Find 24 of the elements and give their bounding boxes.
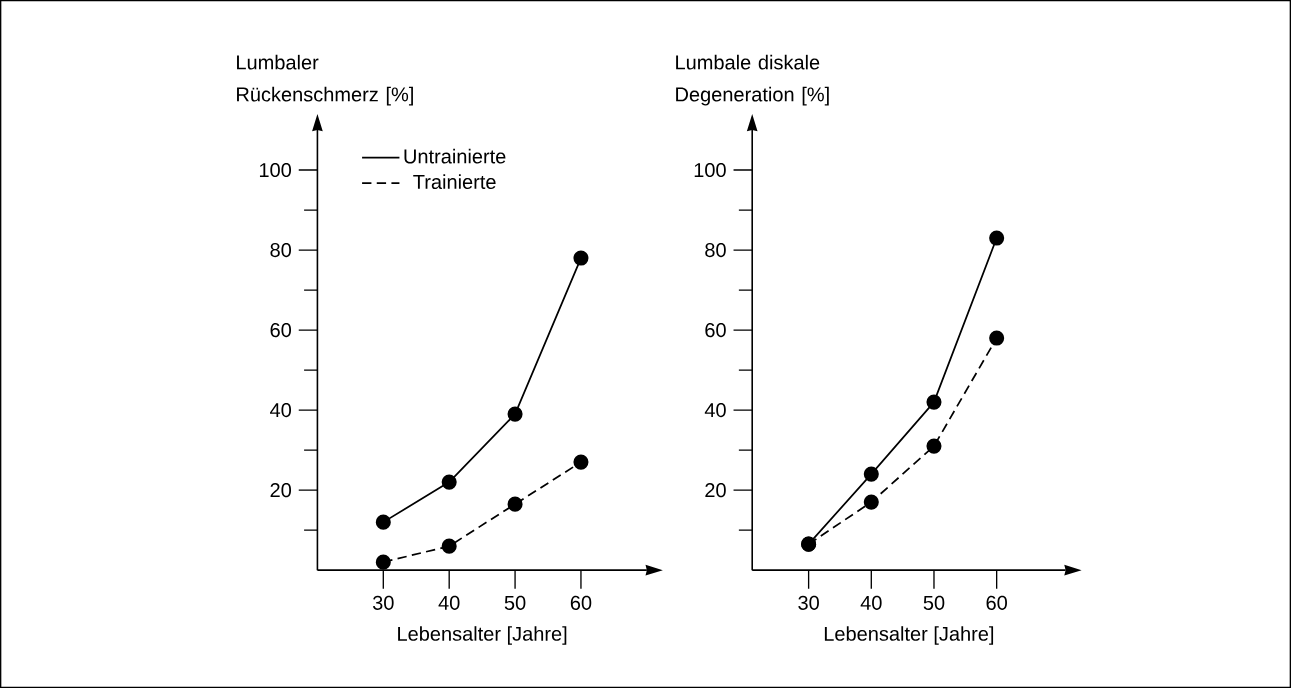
x-tick-label: 60	[570, 595, 592, 610]
x-tick-label: 60	[986, 595, 1007, 610]
y-tick-label: 100	[694, 162, 726, 178]
x-tick-label: 40	[438, 595, 460, 610]
x-tick-label: 30	[372, 595, 394, 610]
y-tick-label: 40	[270, 402, 292, 418]
y-axis-title: Lumbale diskale Degeneration [%]	[676, 54, 829, 106]
y-tick-label: 100	[259, 162, 292, 178]
y-tick-label: 60	[270, 322, 292, 338]
y-tick-label: 40	[704, 402, 726, 418]
x-tick-label: 50	[923, 595, 945, 610]
y-axis-title: Lumbaler Rückenschmerz [%]	[237, 54, 413, 106]
x-tick-label: 40	[860, 595, 882, 610]
y-tick-label: 80	[705, 242, 726, 258]
x-tick-label: 30	[798, 595, 819, 610]
y-tick-label: 60	[705, 322, 726, 338]
x-axis-title: Lebensalter [Jahre]	[824, 626, 994, 645]
x-tick-label: 50	[504, 595, 526, 610]
x-axis-title: Lebensalter [Jahre]	[398, 626, 567, 645]
y-tick-label: 20	[270, 482, 292, 498]
legend-label: Untrainierte	[404, 148, 506, 164]
y-tick-label: 20	[705, 482, 726, 498]
legend-label: Trainierte	[413, 174, 496, 189]
y-tick-label: 80	[270, 242, 292, 258]
